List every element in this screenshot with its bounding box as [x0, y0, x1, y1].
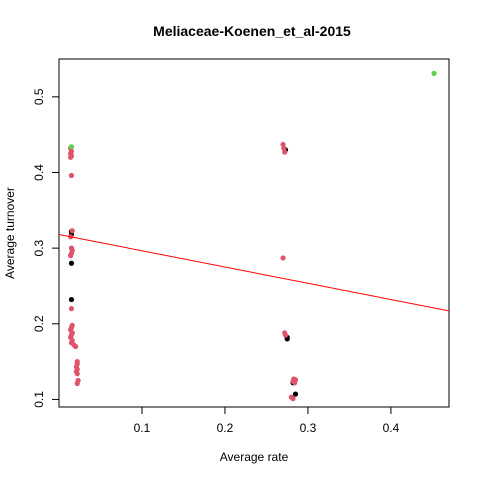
x-axis-label: Average rate [220, 450, 289, 464]
data-point-pink [69, 228, 75, 234]
data-point-green [68, 144, 75, 150]
x-tick-label: 0.2 [217, 421, 234, 435]
data-point-pink [68, 154, 74, 160]
data-point-pink [292, 380, 298, 386]
plot-frame [58, 58, 450, 408]
data-point-black [68, 260, 75, 266]
trend-line [58, 234, 450, 312]
data-point-black [292, 391, 299, 397]
y-axis-label: Average turnover [3, 187, 17, 279]
data-point-black [68, 296, 75, 303]
data-point-pink [280, 255, 286, 261]
y-tick-label: 0.5 [32, 88, 46, 105]
y-tick-label: 0.1 [32, 391, 46, 408]
data-points [68, 70, 437, 402]
chart-title: Meliaceae-Koenen_et_al-2015 [153, 23, 351, 39]
data-point-pink [68, 253, 74, 259]
data-point-pink [68, 306, 75, 312]
y-axis: 0.1 0.2 0.3 0.4 0.5 [32, 88, 59, 408]
x-tick-label: 0.3 [300, 421, 317, 435]
data-point-pink [72, 343, 79, 350]
y-tick-label: 0.3 [32, 239, 46, 256]
data-point-pink [290, 396, 296, 402]
y-tick-label: 0.4 [32, 164, 46, 181]
x-tick-label: 0.4 [383, 421, 400, 435]
data-point-pink [74, 371, 80, 377]
y-tick-label: 0.2 [32, 315, 46, 332]
data-point-pink [74, 380, 80, 387]
x-tick-label: 0.1 [134, 421, 151, 435]
data-point-pink [282, 149, 288, 155]
x-axis: 0.1 0.2 0.3 0.4 [134, 407, 400, 435]
data-point-pink [68, 172, 75, 179]
trend-line-group [58, 234, 450, 312]
data-point-green [431, 70, 437, 76]
data-point-pink [282, 332, 289, 338]
